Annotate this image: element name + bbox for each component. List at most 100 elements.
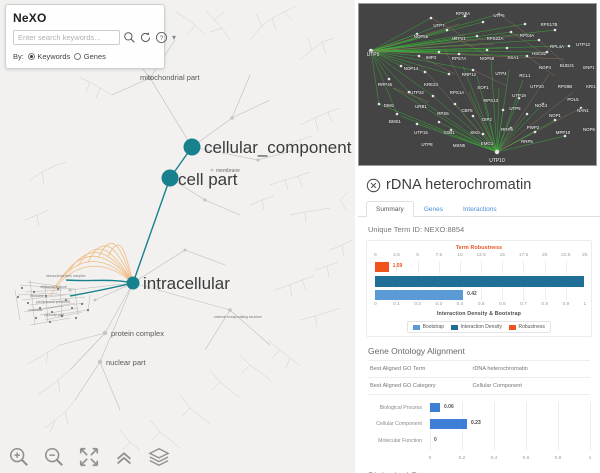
go-alignment-heading: Gene Ontology Alignment [368,346,465,356]
dtick-5: 0.5 [477,302,485,307]
node-cell-part[interactable] [161,169,179,187]
search-by-row: By: Keywords Genes [13,52,157,61]
ontology-tree-view[interactable]: cellular_component cell part intracellul… [0,0,355,473]
gtick-4: 0.8 [554,456,562,461]
gene-network-canvas[interactable]: UTP9 RPS8A UTP6 UTP7 RPS17B NOP56 UTP21 … [359,4,597,166]
radio-genes-dot[interactable] [74,53,82,60]
tab-summary[interactable]: Summary [366,201,414,217]
tree-small-nodes [68,75,260,365]
label-membrane: membrane [216,168,240,174]
gene-label-cbf5: CBF5 [461,108,473,113]
search-input[interactable] [13,30,120,45]
gene-label-dim1: DIM1 [384,103,395,108]
rtick-4: 10 [457,253,463,258]
gene-label-ssb1: SSB1 [443,130,455,135]
help-icon[interactable]: ? [155,31,168,44]
gene-label-rps13: RPS13 [484,98,498,103]
gene-label-rps9b: RPS9B [558,84,572,89]
legend-bootstrap: Bootstrap [413,324,444,330]
tree-fractal-branches [24,5,353,451]
gene-nodes [368,12,583,155]
zoom-out-icon[interactable] [43,446,65,468]
search-row: ? ▾ [13,30,176,45]
dtick-1: 0.1 [393,302,400,307]
rtick-9: 22.5 [561,253,571,258]
go-cat-cellular-component: Cellular Component [376,421,422,427]
tab-genes[interactable]: Genes [423,206,443,213]
label-preribosome-precursor: preribosome precursor [36,300,71,304]
node-cellular-component[interactable] [183,138,201,156]
gene-network-view[interactable]: UTP9 RPS8A UTP6 UTP7 RPS17B NOP56 UTP21 … [358,3,597,166]
gene-label-utp22: UTP22 [410,90,424,95]
robustness-axis: 0 2.5 5 7.5 10 12.5 15 17.5 20 22.5 25 [371,253,588,260]
refresh-icon[interactable] [139,31,152,44]
dtick-3: 0.3 [435,302,443,307]
zoom-in-icon[interactable] [8,446,30,468]
bar-label-bootstrap: 0.42 [467,291,477,297]
gene-label-sof1: SOF1 [477,85,489,90]
dtick-2: 0.2 [414,302,421,307]
term-id-label: Unique Term ID: NEXO:8854 [368,225,465,234]
close-circle-icon[interactable] [366,178,381,193]
gene-edges-green-utp9 [370,13,570,115]
radio-genes[interactable]: Genes [74,52,106,61]
gene-label-hsc82: HSC82 [532,51,547,56]
gene-label-rps7a: RPS7A [452,56,466,61]
density-chart-title: Interaction Density & Bootstrap [436,311,522,317]
radio-keywords[interactable]: Keywords [27,52,71,61]
legend-interaction-density: Interaction Density [451,324,502,330]
gene-label-sik5: SIK5 [470,130,480,135]
go-axis: 0 0.2 0.4 0.6 0.8 1 [428,456,592,464]
gene-label-rps8a: RPS8A [456,11,470,16]
rtick-1: 2.5 [393,253,400,258]
tab-interactions[interactable]: Interactions [462,206,497,213]
fit-to-screen-icon[interactable] [78,446,100,468]
tree-canvas[interactable]: cellular_component cell part intracellul… [0,0,355,473]
label-cytosolic-part: cytosolic part [44,313,64,317]
go-cat-molecular-function: Molecular Function [378,438,422,444]
legend-robustness: Robustness [508,324,545,330]
dtick-10: 1 [583,302,587,307]
gtick-3: 0.6 [522,456,530,461]
gene-edges-green-utp10 [378,59,566,153]
gene-label-utp6: UTP6 [493,13,505,18]
robustness-chart-title: Term Robustness [455,245,503,251]
chevron-down-icon[interactable]: ▾ [172,32,177,42]
gtick-0: 0 [428,456,432,461]
gene-label-nop58: NOP58 [480,56,495,61]
table-row: Best Aligned GO Term rDNA heterochromati… [368,361,590,378]
layers-icon[interactable] [148,446,170,468]
panel-title: rDNA heterochromatin [386,177,532,193]
collapse-icon[interactable] [113,446,135,468]
gene-label-rps17b: RPS17B [541,22,558,27]
gene-label-rps6: RPS6 [437,111,449,116]
gene-label-noc4: NOC4 [535,103,548,108]
radio-keywords-label: Keywords [37,52,71,61]
gene-label-imp3: IMP3 [426,55,437,60]
legend-swatch-robustness [508,324,516,330]
search-panel: NeXO ? ▾ By: Keywords [5,4,176,69]
gene-label-ssa1: SSA1 [507,55,519,60]
bootstrap-plot: 0.42 [371,289,587,301]
gene-label-nop56: NOP56 [414,34,429,39]
tree-edges [59,39,296,411]
rtick-0: 0 [373,253,377,258]
radio-keywords-dot[interactable] [27,53,35,60]
legend-swatch-bootstrap [413,324,421,330]
go-category-value: Cellular Component [472,383,522,389]
gene-label-nop1: NOP1 [549,113,562,118]
gene-label-utp13: UTP13 [576,42,590,47]
gtick-5: 1 [588,456,592,461]
go-term-key: Best Aligned GO Term [370,366,426,372]
label-protein-complex: protein complex [111,329,164,338]
node-intracellular[interactable] [126,276,140,290]
bar-cellular-component [430,419,467,429]
dtick-9: 0.9 [562,302,570,307]
label-ribosome: ribosome [30,294,44,298]
search-icon[interactable] [123,31,136,44]
label-ribosomal-subunit: ribosomal subunit [40,285,67,289]
gene-label-utp20: UTP20 [530,84,544,89]
label-cell-part: cell part [178,170,238,189]
by-label: By: [13,52,24,61]
gene-label-nop14: NOP14 [404,66,419,71]
